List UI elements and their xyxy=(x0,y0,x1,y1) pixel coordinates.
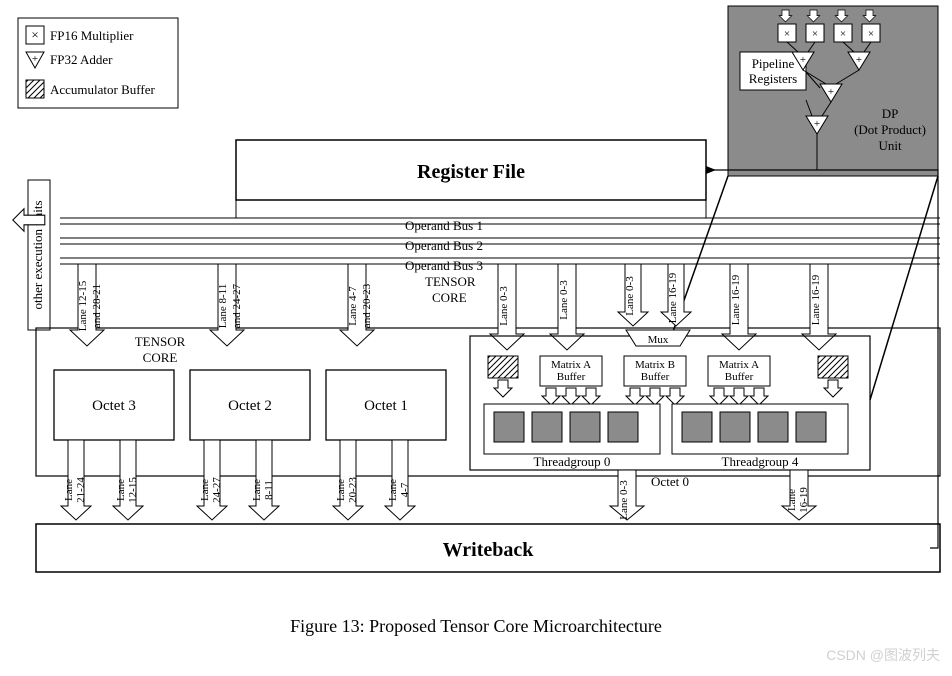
pipereg-l2: Registers xyxy=(749,71,797,86)
svg-text:Octet 0: Octet 0 xyxy=(651,474,689,489)
svg-text:Lane 16-19: Lane 16-19 xyxy=(667,272,679,323)
accum-buffer-left xyxy=(488,356,518,378)
svg-text:and 24-27: and 24-27 xyxy=(231,283,243,328)
svg-text:×: × xyxy=(812,28,818,40)
svg-text:Lane 0-3: Lane 0-3 xyxy=(498,286,510,326)
svg-text:Lane 4-7: Lane 4-7 xyxy=(347,286,359,326)
register-file-label: Register File xyxy=(417,161,525,183)
svg-text:Octet 3: Octet 3 xyxy=(92,398,136,414)
dp-title-l1: DP xyxy=(882,106,899,121)
svg-text:Matrix A: Matrix A xyxy=(719,359,759,371)
svg-text:+: + xyxy=(856,54,862,66)
svg-text:Octet 1: Octet 1 xyxy=(364,398,408,414)
svg-text:4-7: 4-7 xyxy=(399,482,411,497)
legend-add-sym: + xyxy=(32,53,38,65)
svg-text:Lane 0-3: Lane 0-3 xyxy=(618,480,630,520)
svg-text:Octet 2: Octet 2 xyxy=(228,398,272,414)
tensorcore-lbl-1: TENSOR xyxy=(135,334,186,349)
inner-tc-l1: TENSOR xyxy=(425,274,476,289)
svg-text:Lane 12-15: Lane 12-15 xyxy=(77,280,89,331)
svg-text:×: × xyxy=(784,28,790,40)
svg-text:Lane 0-3: Lane 0-3 xyxy=(558,280,570,320)
svg-text:Lane: Lane xyxy=(115,479,127,501)
dp-title-l2: (Dot Product) xyxy=(854,122,926,137)
svg-text:and 28-21: and 28-21 xyxy=(91,284,103,328)
svg-text:Matrix A: Matrix A xyxy=(551,359,591,371)
svg-text:Buffer: Buffer xyxy=(725,371,754,383)
svg-text:Buffer: Buffer xyxy=(557,371,586,383)
svg-text:Matrix B: Matrix B xyxy=(635,359,675,371)
svg-text:Buffer: Buffer xyxy=(641,371,670,383)
writeback-label: Writeback xyxy=(443,539,535,561)
svg-text:Lane: Lane xyxy=(251,479,263,501)
svg-text:12-15: 12-15 xyxy=(127,477,139,503)
svg-text:Threadgroup 0: Threadgroup 0 xyxy=(534,454,611,469)
dp-title-l3: Unit xyxy=(878,138,902,153)
svg-text:Mux: Mux xyxy=(648,334,669,346)
octet-boxes: Octet 3 Octet 2 Octet 1 xyxy=(54,370,446,440)
svg-text:×: × xyxy=(840,28,846,40)
legend: × FP16 Multiplier + FP32 Adder Accumulat… xyxy=(18,18,178,108)
svg-text:Lane: Lane xyxy=(387,479,399,501)
svg-text:21-24: 21-24 xyxy=(75,477,87,503)
svg-text:+: + xyxy=(828,86,834,98)
watermark: CSDN @图波列夫 xyxy=(826,647,940,663)
svg-text:16-19: 16-19 xyxy=(798,487,810,513)
svg-text:×: × xyxy=(868,28,874,40)
figure-caption: Figure 13: Proposed Tensor Core Microarc… xyxy=(290,616,662,636)
svg-text:Threadgroup 4: Threadgroup 4 xyxy=(722,454,799,469)
svg-text:Lane: Lane xyxy=(63,479,75,501)
inner-tc-l2: CORE xyxy=(432,290,467,305)
svg-text:Lane 16-19: Lane 16-19 xyxy=(730,274,742,325)
svg-text:Lane 16-19: Lane 16-19 xyxy=(810,274,822,325)
svg-text:8-11: 8-11 xyxy=(263,480,275,500)
accum-buffer-right xyxy=(818,356,848,378)
svg-text:Lane 0-3: Lane 0-3 xyxy=(624,276,636,316)
svg-text:+: + xyxy=(814,118,820,130)
svg-text:Lane: Lane xyxy=(199,479,211,501)
svg-text:and 20-23: and 20-23 xyxy=(361,283,373,328)
svg-text:20-23: 20-23 xyxy=(347,477,359,503)
legend-add-label: FP32 Adder xyxy=(50,52,113,67)
bus1-label: Operand Bus 1 xyxy=(405,218,483,233)
legend-mul-label: FP16 Multiplier xyxy=(50,28,134,43)
svg-text:Lane: Lane xyxy=(786,489,798,511)
pipereg-l1: Pipeline xyxy=(752,56,795,71)
legend-mul-sym: × xyxy=(31,27,38,42)
bus2-label: Operand Bus 2 xyxy=(405,238,483,253)
bus3-label: Operand Bus 3 xyxy=(405,258,483,273)
legend-acc-label: Accumulator Buffer xyxy=(50,82,155,97)
svg-text:+: + xyxy=(800,54,806,66)
svg-text:Lane: Lane xyxy=(335,479,347,501)
svg-text:24-27: 24-27 xyxy=(211,477,223,503)
svg-text:Lane 8-11: Lane 8-11 xyxy=(217,284,229,329)
tensorcore-lbl-2: CORE xyxy=(143,350,178,365)
